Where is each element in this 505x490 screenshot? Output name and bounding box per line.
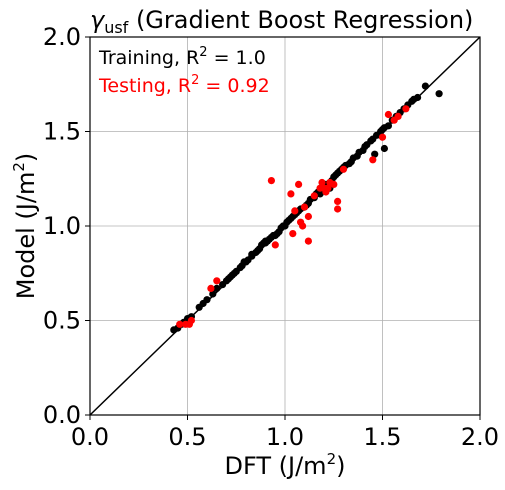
- y-tick-label: 0.5: [43, 307, 81, 335]
- y-tick-label: 0.0: [43, 401, 81, 429]
- testing-point: [176, 320, 184, 328]
- testing-point: [213, 277, 221, 285]
- title-text: (Gradient Boost Regression): [128, 6, 473, 34]
- testing-point: [334, 197, 342, 205]
- testing-point: [187, 316, 195, 325]
- testing-point: [318, 178, 326, 187]
- training-point: [384, 122, 392, 130]
- y-tick-label: 1.5: [43, 118, 81, 146]
- training-point: [213, 284, 221, 292]
- testing-point: [394, 112, 402, 120]
- testing-point: [330, 180, 338, 188]
- legend-testing: Testing, R2 = 0.92: [98, 73, 270, 97]
- training-point: [414, 93, 422, 102]
- training-point: [421, 82, 429, 90]
- testing-point: [295, 180, 303, 188]
- training-point: [261, 237, 270, 245]
- training-point: [371, 150, 379, 158]
- y-axis-ticks: 0.0 0.5 1.0 1.5 2.0: [43, 23, 90, 429]
- x-tick-label: 2.0: [461, 423, 499, 451]
- x-tick-label: 0.0: [71, 423, 109, 451]
- testing-point: [369, 156, 377, 164]
- x-tick-label: 0.5: [168, 423, 206, 451]
- testing-point: [304, 237, 312, 245]
- legend-training: Training, R2 = 1.0: [98, 45, 266, 69]
- training-point: [316, 190, 324, 198]
- testing-point: [271, 241, 279, 249]
- testing-point: [287, 190, 295, 198]
- chart-title: γusf (Gradient Boost Regression): [90, 6, 473, 37]
- title-subscript: usf: [104, 18, 128, 37]
- testing-point: [207, 284, 215, 292]
- training-point: [380, 144, 388, 153]
- y-tick-label: 2.0: [43, 23, 81, 51]
- x-tick-label: 1.0: [266, 423, 304, 451]
- testing-point: [334, 205, 342, 213]
- x-tick-label: 1.5: [363, 423, 401, 451]
- testing-point: [289, 230, 297, 238]
- y-tick-label: 1.0: [43, 212, 81, 240]
- training-point: [209, 290, 217, 298]
- x-axis-ticks: 0.0 0.5 1.0 1.5 2.0: [71, 415, 499, 451]
- testing-point: [378, 133, 387, 141]
- testing-point: [310, 192, 318, 200]
- x-axis-label: DFT (J/m2): [225, 450, 346, 480]
- y-axis-label: Model (J/m2): [10, 153, 40, 300]
- testing-point: [300, 203, 309, 211]
- testing-point: [339, 165, 348, 173]
- testing-points: [176, 105, 410, 328]
- training-point: [435, 90, 443, 98]
- testing-point: [304, 212, 312, 221]
- training-point: [248, 250, 256, 258]
- training-point: [203, 296, 211, 304]
- title-symbol: γ: [90, 6, 106, 34]
- testing-point: [291, 207, 299, 215]
- testing-point: [402, 105, 410, 113]
- testing-point: [299, 222, 307, 230]
- testing-point: [267, 177, 275, 185]
- testing-point: [324, 184, 332, 192]
- testing-point: [384, 110, 392, 119]
